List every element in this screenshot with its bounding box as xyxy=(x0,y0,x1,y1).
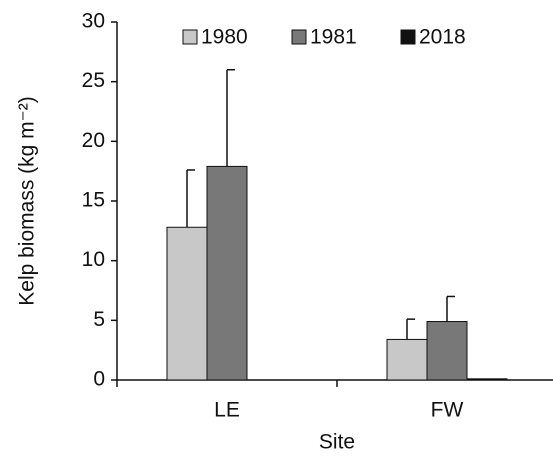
y-tick-label: 15 xyxy=(82,189,105,212)
y-tick-label: 10 xyxy=(82,248,105,271)
y-tick-label: 25 xyxy=(82,69,105,92)
bar xyxy=(166,226,208,381)
y-tick-label: 0 xyxy=(93,368,105,391)
legend-swatch xyxy=(400,29,416,45)
legend-label: 1981 xyxy=(310,26,357,49)
legend-label: 1980 xyxy=(201,26,248,49)
y-axis-label: Kelp biomass (kg m⁻²) xyxy=(16,96,39,305)
y-tick-label: 5 xyxy=(93,308,105,331)
y-tick-label: 20 xyxy=(82,129,105,152)
bar xyxy=(426,321,468,381)
bar xyxy=(466,378,508,381)
x-axis-label: Site xyxy=(319,431,355,454)
bar xyxy=(386,338,428,381)
x-tick-label: LE xyxy=(214,399,240,422)
bar xyxy=(206,165,248,381)
x-tick-label: FW xyxy=(431,399,464,422)
legend-swatch xyxy=(182,29,198,45)
legend-swatch xyxy=(291,29,307,45)
y-tick-label: 30 xyxy=(82,10,105,33)
legend-label: 2018 xyxy=(419,26,466,49)
